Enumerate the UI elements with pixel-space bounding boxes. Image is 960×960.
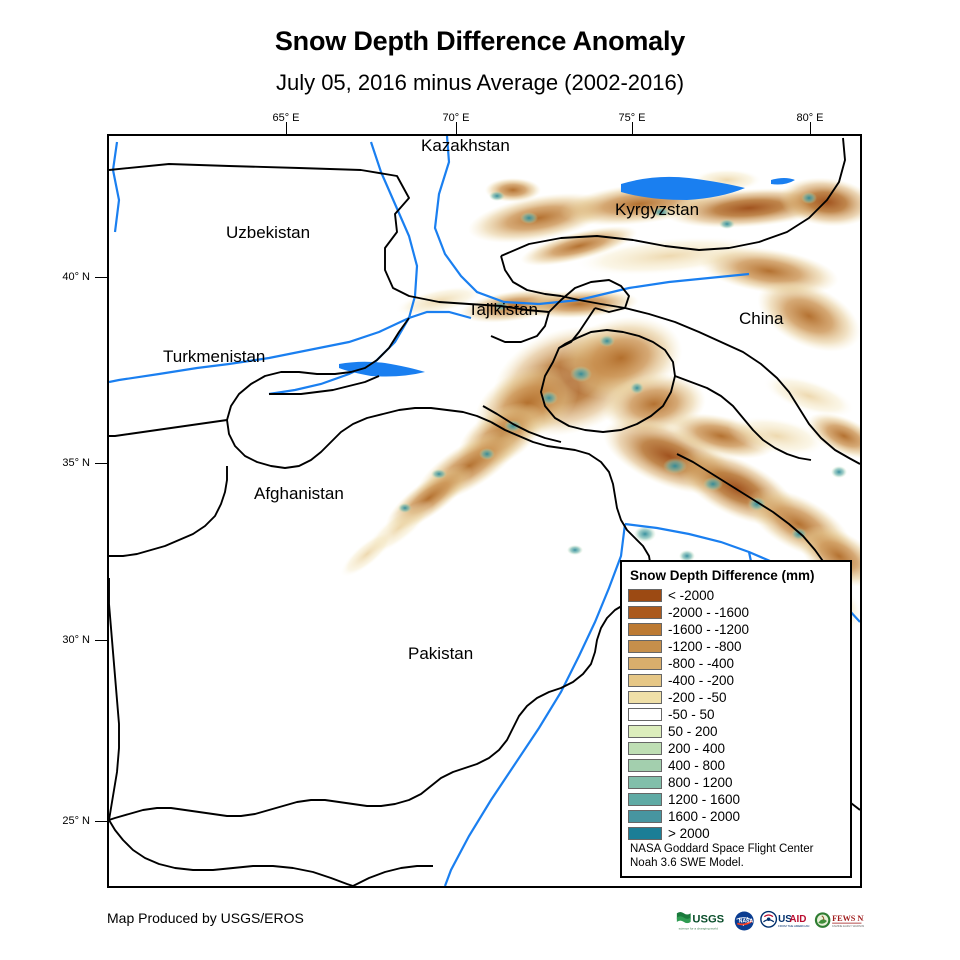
country-label-tajikistan: Tajikistan <box>468 300 538 319</box>
legend-label: -2000 - -1600 <box>668 605 750 620</box>
y-tick-mark-1 <box>95 463 107 464</box>
legend-item[interactable]: 1600 - 2000 <box>628 808 844 825</box>
legend-swatch <box>628 691 662 704</box>
y-tick-label-3: 25° N <box>62 815 90 827</box>
agency-logos: USGS science for a changing world NASA U… <box>676 906 864 936</box>
legend-label: -50 - 50 <box>668 707 715 722</box>
legend-label: -800 - -400 <box>668 656 735 671</box>
svg-text:FROM THE AMERICAN PEOPLE: FROM THE AMERICAN PEOPLE <box>778 924 810 928</box>
footer-credit: Map Produced by USGS/EROS <box>107 910 304 926</box>
legend-item[interactable]: 800 - 1200 <box>628 774 844 791</box>
y-tick-mark-3 <box>95 821 107 822</box>
fewsnet-logo[interactable]: FEWS NET FAMINE EARLY WARNING SYSTEMS NE… <box>814 908 864 934</box>
country-label-turkmenistan: Turkmenistan <box>163 347 265 366</box>
legend-credit-line-1: NASA Goddard Space Flight Center <box>630 843 814 855</box>
country-label-pakistan: Pakistan <box>408 644 473 663</box>
country-label-afghanistan: Afghanistan <box>254 484 344 503</box>
usgs-logo[interactable]: USGS science for a changing world <box>676 908 729 934</box>
svg-text:USGS: USGS <box>692 914 724 926</box>
legend-item[interactable]: -200 - -50 <box>628 689 844 706</box>
country-label-kyrgyzstan: Kyrgyzstan <box>615 200 699 219</box>
legend-swatch <box>628 623 662 636</box>
legend-swatch <box>628 657 662 670</box>
legend-label: -200 - -50 <box>668 690 727 705</box>
legend-swatch <box>628 759 662 772</box>
legend-item[interactable]: -2000 - -1600 <box>628 604 844 621</box>
svg-text:NASA: NASA <box>739 919 754 925</box>
y-tick-label-0: 40° N <box>62 271 90 283</box>
legend-label: -1600 - -1200 <box>668 622 750 637</box>
legend-swatch <box>628 640 662 653</box>
legend-label: -400 - -200 <box>668 673 735 688</box>
y-tick-label-1: 35° N <box>62 457 90 469</box>
svg-text:US: US <box>778 914 792 925</box>
country-labels-layer: Kazakhstan Uzbekistan Kyrgyzstan Tajikis… <box>163 136 784 663</box>
legend-item[interactable]: 200 - 400 <box>628 740 844 757</box>
legend-swatch <box>628 742 662 755</box>
legend-swatch <box>628 708 662 721</box>
legend-label: > 2000 <box>668 826 710 841</box>
legend-item[interactable]: -1600 - -1200 <box>628 621 844 638</box>
legend-item[interactable]: -400 - -200 <box>628 672 844 689</box>
svg-text:FEWS NET: FEWS NET <box>832 914 864 923</box>
svg-text:FAMINE EARLY WARNING SYSTEMS N: FAMINE EARLY WARNING SYSTEMS NETWORK <box>832 924 864 928</box>
country-label-china: China <box>739 309 784 328</box>
page-subtitle: July 05, 2016 minus Average (2002-2016) <box>275 70 685 95</box>
y-tick-mark-2 <box>95 640 107 641</box>
x-tick-mark-2 <box>632 122 633 134</box>
svg-text:AID: AID <box>789 914 806 925</box>
legend-swatch <box>628 776 662 789</box>
legend-swatch <box>628 589 662 602</box>
x-tick-label-0: 65° E <box>272 112 300 124</box>
x-tick-label-3: 80° E <box>796 112 824 124</box>
page-title: Snow Depth Difference Anomaly <box>274 26 686 56</box>
legend-label: 200 - 400 <box>668 741 726 756</box>
legend-title: Snow Depth Difference (mm) <box>630 568 815 583</box>
legend-label: 1200 - 1600 <box>668 792 741 807</box>
legend-item[interactable]: 50 - 200 <box>628 723 844 740</box>
x-tick-label-1: 70° E <box>442 112 470 124</box>
legend-label: < -2000 <box>668 588 715 603</box>
legend-label: -1200 - -800 <box>668 639 742 654</box>
lakes-layer <box>339 176 795 377</box>
legend-item[interactable]: 400 - 800 <box>628 757 844 774</box>
legend-label: 1600 - 2000 <box>668 809 741 824</box>
x-tick-label-2: 75° E <box>618 112 646 124</box>
usaid-logo[interactable]: US AID FROM THE AMERICAN PEOPLE <box>760 908 810 934</box>
legend-swatch <box>628 606 662 619</box>
legend-label: 50 - 200 <box>668 724 718 739</box>
legend-swatch <box>628 810 662 823</box>
country-label-kazakhstan: Kazakhstan <box>421 136 510 155</box>
legend-item[interactable]: 1200 - 1600 <box>628 791 844 808</box>
y-tick-mark-0 <box>95 277 107 278</box>
x-tick-mark-1 <box>456 122 457 134</box>
nasa-logo[interactable]: NASA <box>733 908 755 934</box>
legend-panel[interactable]: Snow Depth Difference (mm) < -2000 -2000… <box>620 560 852 878</box>
country-label-uzbekistan: Uzbekistan <box>226 223 310 242</box>
legend-label: 400 - 800 <box>668 758 726 773</box>
legend-swatch <box>628 725 662 738</box>
x-tick-mark-0 <box>286 122 287 134</box>
legend-swatch <box>628 674 662 687</box>
x-tick-mark-3 <box>810 122 811 134</box>
legend-item[interactable]: < -2000 <box>628 587 844 604</box>
legend-credit-line-2: Noah 3.6 SWE Model. <box>630 857 744 869</box>
legend-item[interactable]: -50 - 50 <box>628 706 844 723</box>
y-tick-label-2: 30° N <box>62 634 90 646</box>
legend-item[interactable]: > 2000 <box>628 825 844 842</box>
legend-label: 800 - 1200 <box>668 775 733 790</box>
legend-item[interactable]: -1200 - -800 <box>628 638 844 655</box>
legend-swatch <box>628 793 662 806</box>
legend-item[interactable]: -800 - -400 <box>628 655 844 672</box>
svg-text:science for a changing world: science for a changing world <box>679 927 718 931</box>
legend-swatch <box>628 827 662 840</box>
rivers-layer <box>109 136 860 886</box>
